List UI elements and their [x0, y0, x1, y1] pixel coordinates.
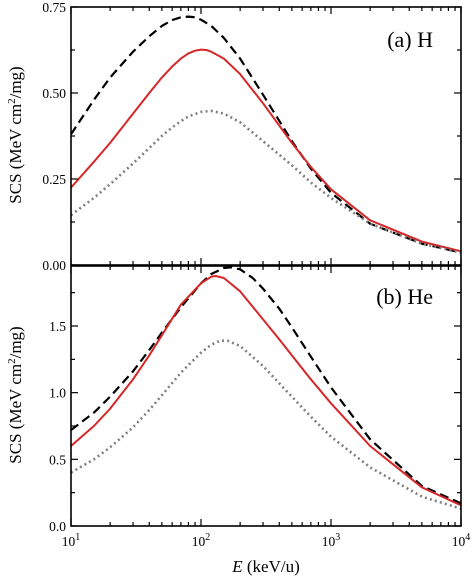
plot-frame-b — [70, 265, 462, 527]
x-axis-title: E (keV/u) — [231, 557, 300, 576]
x-tick-label-base: 10 — [322, 534, 336, 549]
y-axis-title-b: SCS (MeV cm2/mg) — [6, 326, 25, 463]
panel-a-solid-red-curve — [71, 48, 461, 253]
x-tick-label-exp: 3 — [335, 532, 340, 543]
panel-a-dotted-gray-curve — [71, 109, 461, 254]
curves-a — [71, 15, 461, 254]
panel-a: 0.00 0.25 0.50 0.75 (a) H — [42, 0, 462, 273]
y-tick-label-b: 0.5 — [49, 452, 66, 467]
x-tick-label-base: 10 — [452, 534, 466, 549]
panel-b-dashed-curve — [71, 266, 461, 505]
x-tick-label-exp: 4 — [465, 532, 470, 543]
y-tick-label-a: 0.25 — [42, 172, 66, 187]
y-axis-title-b-unit: /mg) — [6, 326, 25, 358]
x-tick-label: 101 — [62, 532, 81, 549]
panel-b: 0.0 0.5 1.0 1.5 (b) He — [49, 265, 462, 534]
y-tick-label-a: 0.00 — [42, 258, 66, 273]
x-tick-label-exp: 1 — [75, 532, 80, 543]
x-axis-title-unit: (keV/u) — [243, 557, 300, 576]
y-axis-title-b-text: SCS (MeV cm — [6, 364, 25, 464]
x-tick-label: 104 — [452, 532, 471, 549]
y-axis-title-a-unit: /mg) — [6, 66, 25, 98]
panel-b-dotted-gray-curve — [71, 339, 461, 510]
panel-label-b: (b) He — [376, 284, 433, 309]
x-tick-label-exp: 2 — [205, 532, 210, 543]
panel-a-dashed-curve — [71, 15, 461, 254]
y-axis-title-a-sup: 2 — [6, 98, 18, 104]
y-axis-title-a-text: SCS (MeV cm — [6, 104, 25, 204]
y-tick-label-b: 0.0 — [49, 519, 66, 534]
x-tick-label-base: 10 — [62, 534, 76, 549]
x-axis-title-symbol: E — [231, 557, 243, 576]
panel-b-solid-red-curve — [71, 275, 461, 507]
y-axis-title-b-sup: 2 — [6, 358, 18, 364]
y-tick-label-b: 1.5 — [49, 319, 66, 334]
panel-label-a: (a) H — [387, 27, 433, 52]
y-tick-label-b: 1.0 — [49, 386, 66, 401]
x-axis: 101 102 103 104 — [62, 532, 471, 549]
y-tick-label-a: 0.75 — [42, 0, 66, 15]
x-tick-label: 103 — [322, 532, 341, 549]
y-axis-title-a: SCS (MeV cm2/mg) — [6, 66, 25, 203]
x-tick-label: 102 — [192, 532, 211, 549]
y-tick-label-a: 0.50 — [42, 86, 66, 101]
curves-b — [71, 266, 461, 510]
x-tick-label-base: 10 — [192, 534, 206, 549]
